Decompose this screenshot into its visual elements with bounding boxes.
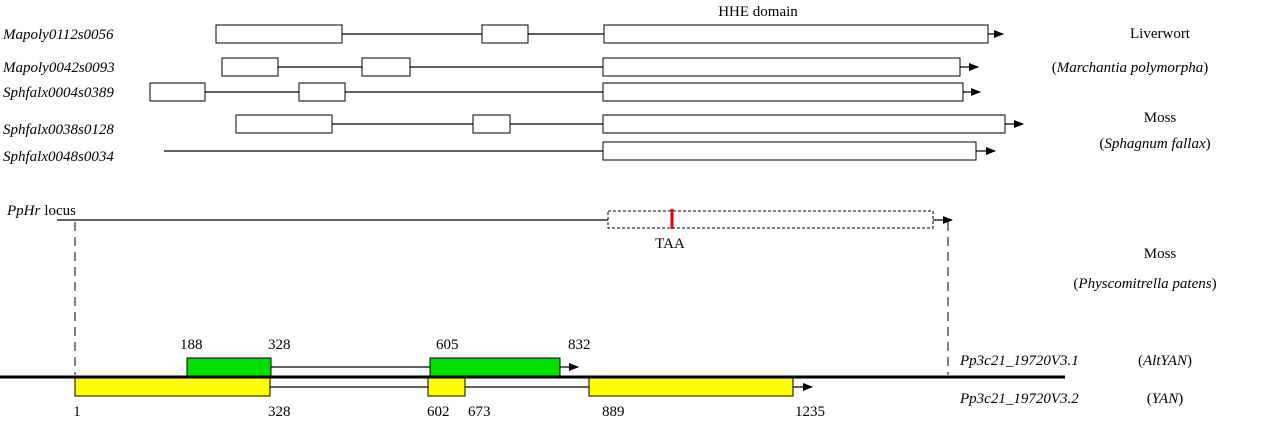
exon xyxy=(603,24,989,44)
exon-coordinate: 673 xyxy=(468,404,491,420)
gene-id: Mapoly0112s0056 xyxy=(2,27,114,43)
paren: ) xyxy=(1187,353,1192,369)
species-name: YAN xyxy=(1152,391,1179,407)
exon xyxy=(74,377,271,397)
exon xyxy=(149,82,206,102)
gene-id: Sphfalx0048s0034 xyxy=(3,149,114,165)
paren: ( xyxy=(1073,276,1078,292)
exon xyxy=(481,24,529,44)
paren: ) xyxy=(1206,136,1211,152)
species: (Sphagnum fallax) xyxy=(1099,136,1210,152)
group-name: Liverwort xyxy=(1130,26,1191,42)
exon xyxy=(607,210,934,229)
domain-label: HHE domain xyxy=(718,4,798,20)
exon xyxy=(602,82,964,102)
exon xyxy=(215,24,343,44)
exon xyxy=(602,57,961,77)
exon-coordinate: 1 xyxy=(73,404,81,420)
exon-coordinate: 328 xyxy=(268,337,291,353)
stop-codon: TAA xyxy=(655,236,685,252)
locus-label: PpHr locus xyxy=(6,203,76,219)
locus-name: PpHr xyxy=(6,203,40,219)
exon-coordinate: 328 xyxy=(268,404,291,420)
species: (Physcomitrella patens) xyxy=(1073,276,1216,292)
exon xyxy=(235,114,333,134)
species-name: Marchantia polymorpha xyxy=(1056,60,1204,76)
species-name: Physcomitrella patens xyxy=(1077,276,1211,292)
exon-coordinate: 1235 xyxy=(795,404,825,420)
paren: ( xyxy=(1052,60,1057,76)
exon xyxy=(361,57,411,77)
gene-id: Sphfalx0004s0389 xyxy=(3,85,114,101)
exon xyxy=(602,114,1006,134)
paren: ) xyxy=(1203,60,1208,76)
exon-coordinate: 605 xyxy=(436,337,459,353)
paren: ( xyxy=(1147,391,1152,407)
exon-coordinate: 188 xyxy=(180,337,203,353)
exon xyxy=(186,357,272,377)
species-name: AltYAN xyxy=(1142,353,1188,369)
paren: ( xyxy=(1099,136,1104,152)
exon xyxy=(298,82,346,102)
exon-coordinate: 602 xyxy=(427,404,450,420)
paren: ) xyxy=(1212,276,1217,292)
paren: ( xyxy=(1138,353,1143,369)
transcript-alias: (AltYAN) xyxy=(1138,353,1192,369)
exon-coordinate: 832 xyxy=(568,337,591,353)
species-name: Sphagnum fallax xyxy=(1104,136,1206,152)
exon xyxy=(602,141,977,161)
gene-structures xyxy=(0,24,1065,397)
group-name: Moss xyxy=(1144,246,1177,262)
paren: ) xyxy=(1178,391,1183,407)
transcript-id: Pp3c21_19720V3.2 xyxy=(959,391,1079,407)
gene-id: Mapoly0042s0093 xyxy=(2,60,115,76)
locus-suffix: locus xyxy=(44,203,76,219)
species: (Marchantia polymorpha) xyxy=(1052,60,1209,76)
transcript-alias: (YAN) xyxy=(1147,391,1183,407)
exon xyxy=(221,57,279,77)
exon xyxy=(427,377,466,397)
exon xyxy=(472,114,511,134)
exon-coordinate: 889 xyxy=(602,404,625,420)
exon xyxy=(588,377,794,397)
exon xyxy=(429,357,561,377)
group-name: Moss xyxy=(1144,110,1177,126)
gene-id: Sphfalx0038s0128 xyxy=(3,122,114,138)
transcript-id: Pp3c21_19720V3.1 xyxy=(959,353,1079,369)
